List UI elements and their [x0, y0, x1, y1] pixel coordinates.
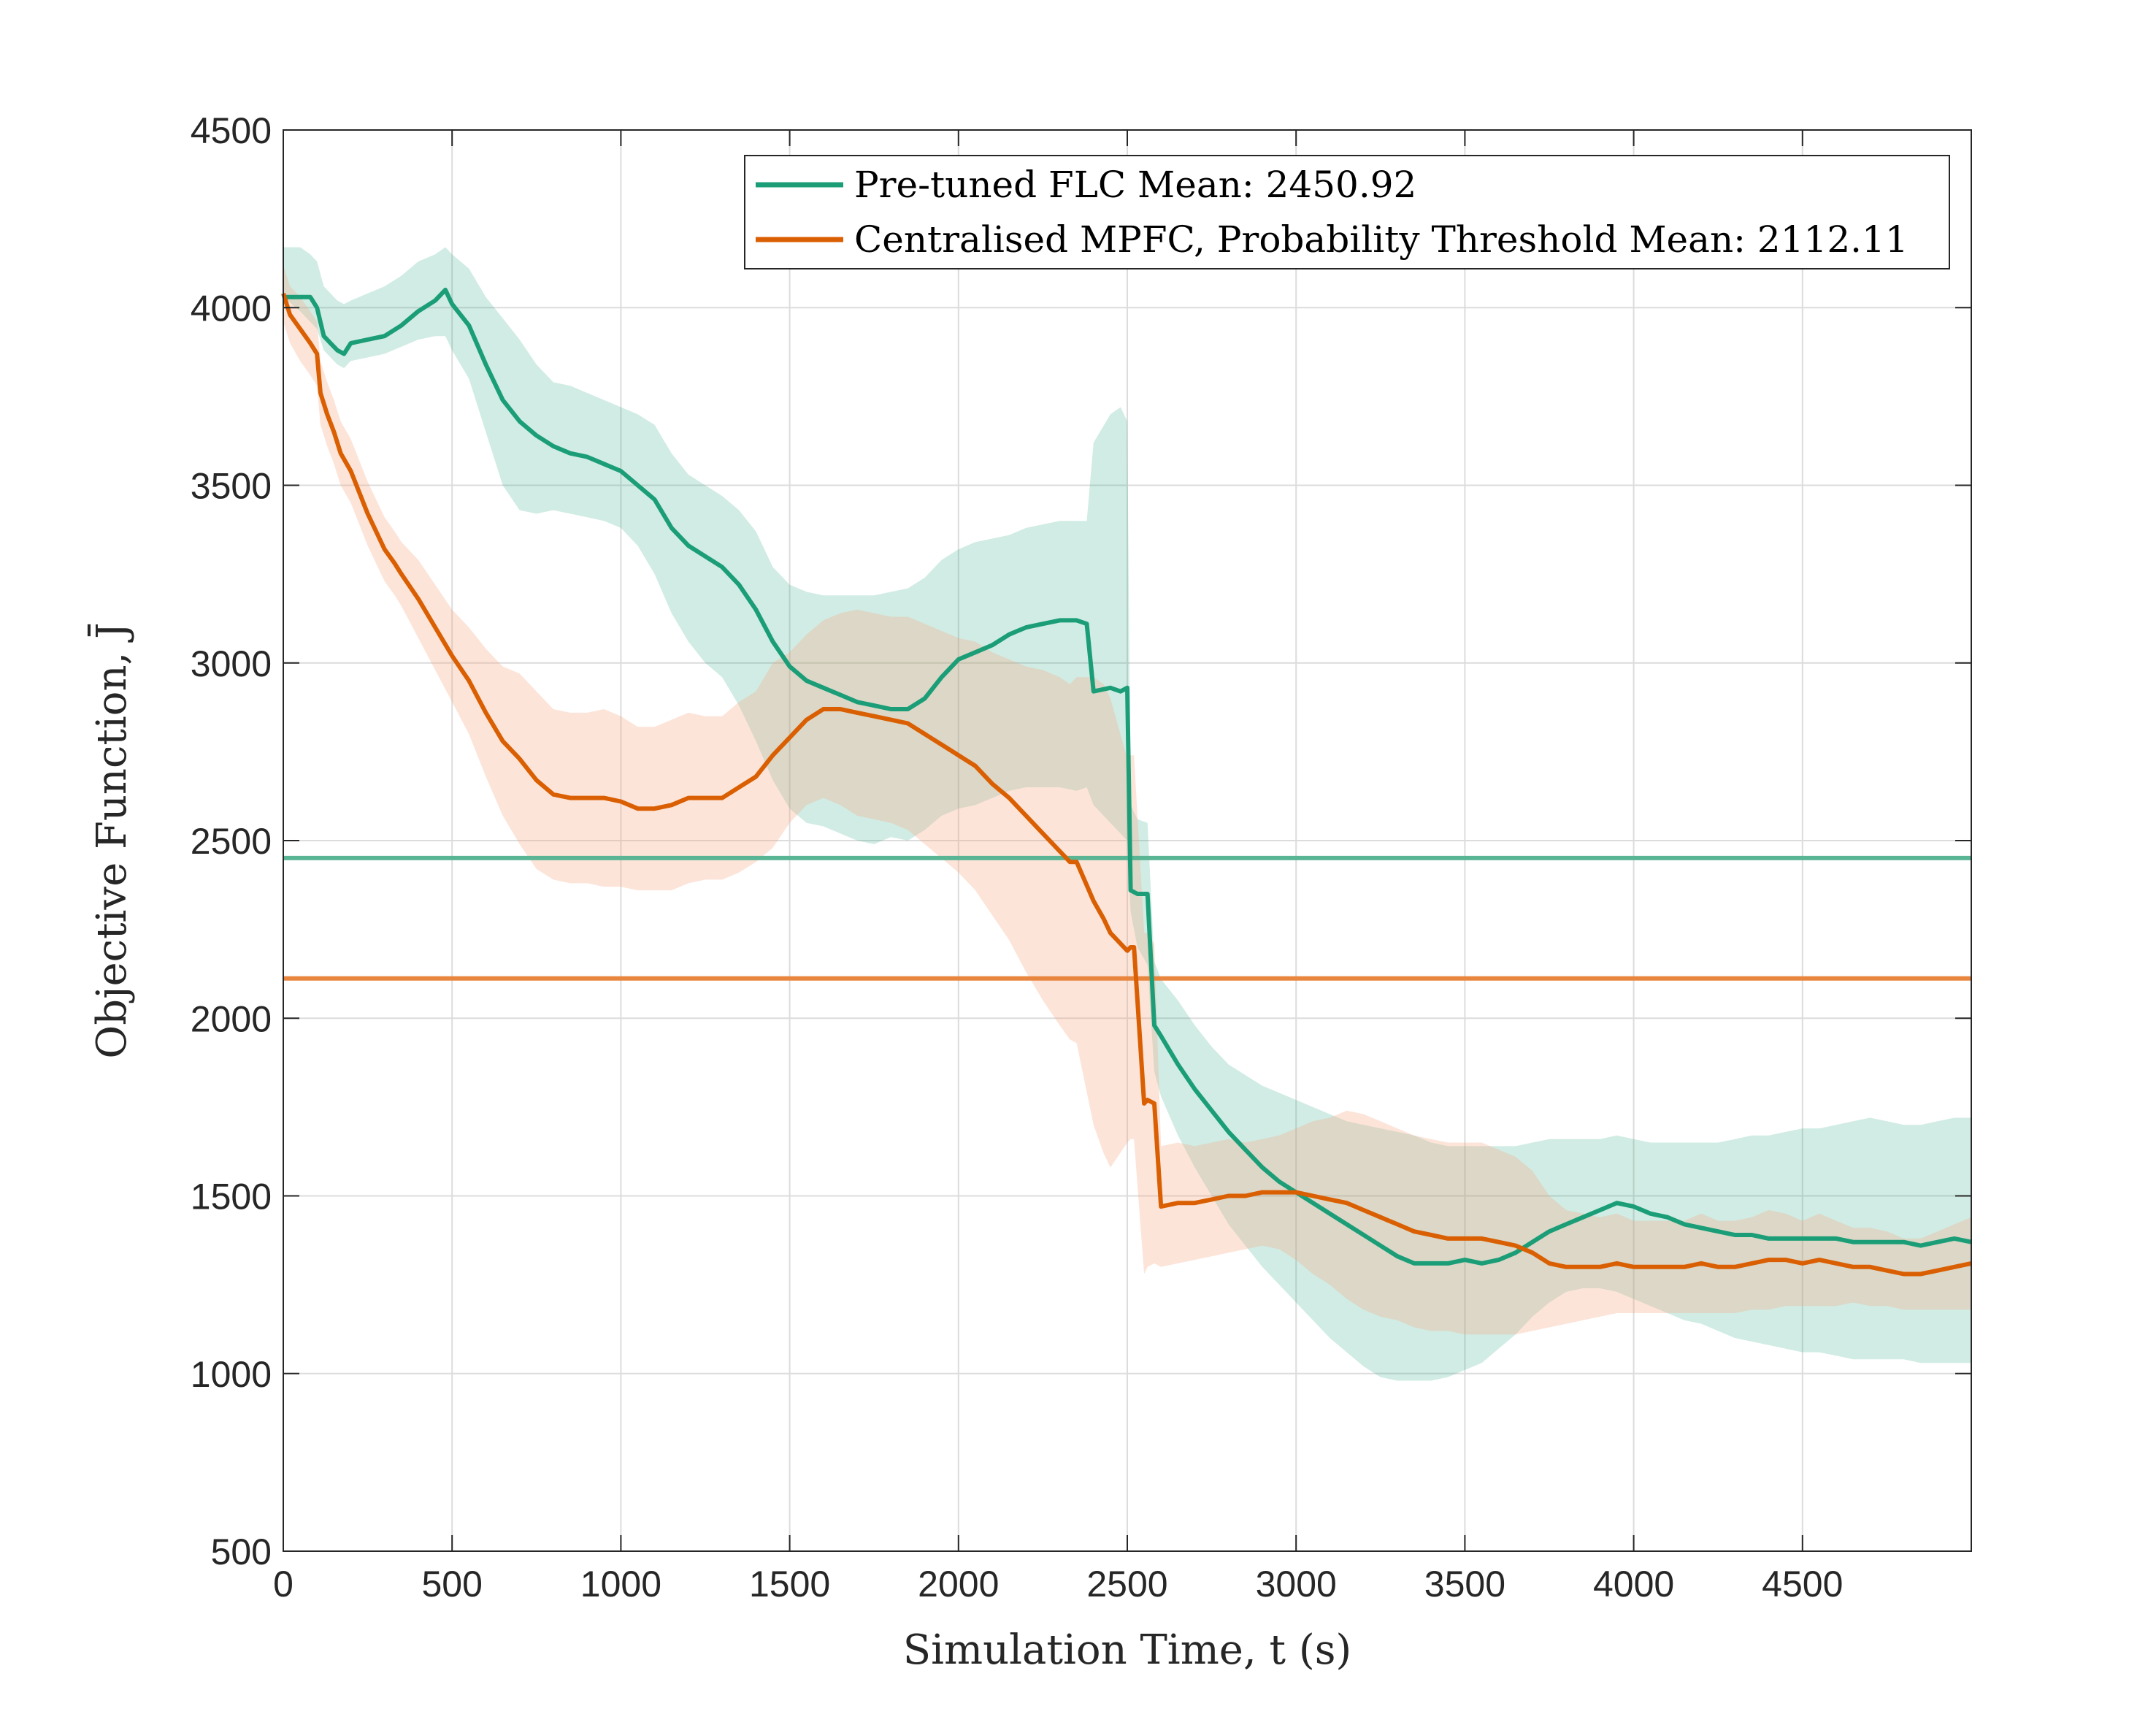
x-tick-label: 3500: [1424, 1564, 1505, 1604]
line-series-0: [283, 287, 1972, 1266]
x-tick-label: 500: [421, 1564, 482, 1604]
y-tick-label: 500: [211, 1531, 272, 1572]
x-tick-label: 0: [273, 1564, 294, 1604]
line-series-1: [281, 292, 1972, 1277]
y-tick-label: 2000: [191, 998, 272, 1039]
mean-reference-lines: [283, 855, 1971, 981]
x-tick-label: 2500: [1086, 1564, 1167, 1604]
x-tick-label: 1000: [580, 1564, 661, 1604]
y-tick-label: 4000: [191, 288, 272, 329]
y-tick-label: 3500: [191, 466, 272, 507]
x-tick-label: 3000: [1256, 1564, 1337, 1604]
series-lines: [281, 287, 1972, 1277]
y-tick-label: 4500: [191, 110, 272, 151]
y-tick-label: 1500: [191, 1177, 272, 1217]
y-tick-label: 3000: [191, 643, 272, 684]
x-tick-label: 4000: [1593, 1564, 1674, 1604]
y-tick-label: 1000: [191, 1354, 272, 1395]
x-tick-label: 1500: [749, 1564, 830, 1604]
legend-box: [744, 155, 1950, 269]
grid: [283, 130, 1971, 1551]
y-axis-label: Objective Function, J̄: [87, 622, 136, 1058]
x-tick-label: 4500: [1762, 1564, 1843, 1604]
y-tick-label: 2500: [191, 821, 272, 862]
legend: Pre-tuned FLC Mean: 2450.92 Centralised …: [744, 155, 1950, 269]
legend-label-mpfc: Centralised MPFC, Probability Threshold …: [854, 218, 1908, 261]
x-axis-label: Simulation Time, t (s): [903, 1626, 1352, 1674]
x-tick-label: 2000: [918, 1564, 999, 1604]
legend-label-flc: Pre-tuned FLC Mean: 2450.92: [854, 164, 1416, 206]
axis-ticks: 0 500 1000 1500 2000 2500 3000 3500 4000 45005001…: [191, 110, 1971, 1604]
